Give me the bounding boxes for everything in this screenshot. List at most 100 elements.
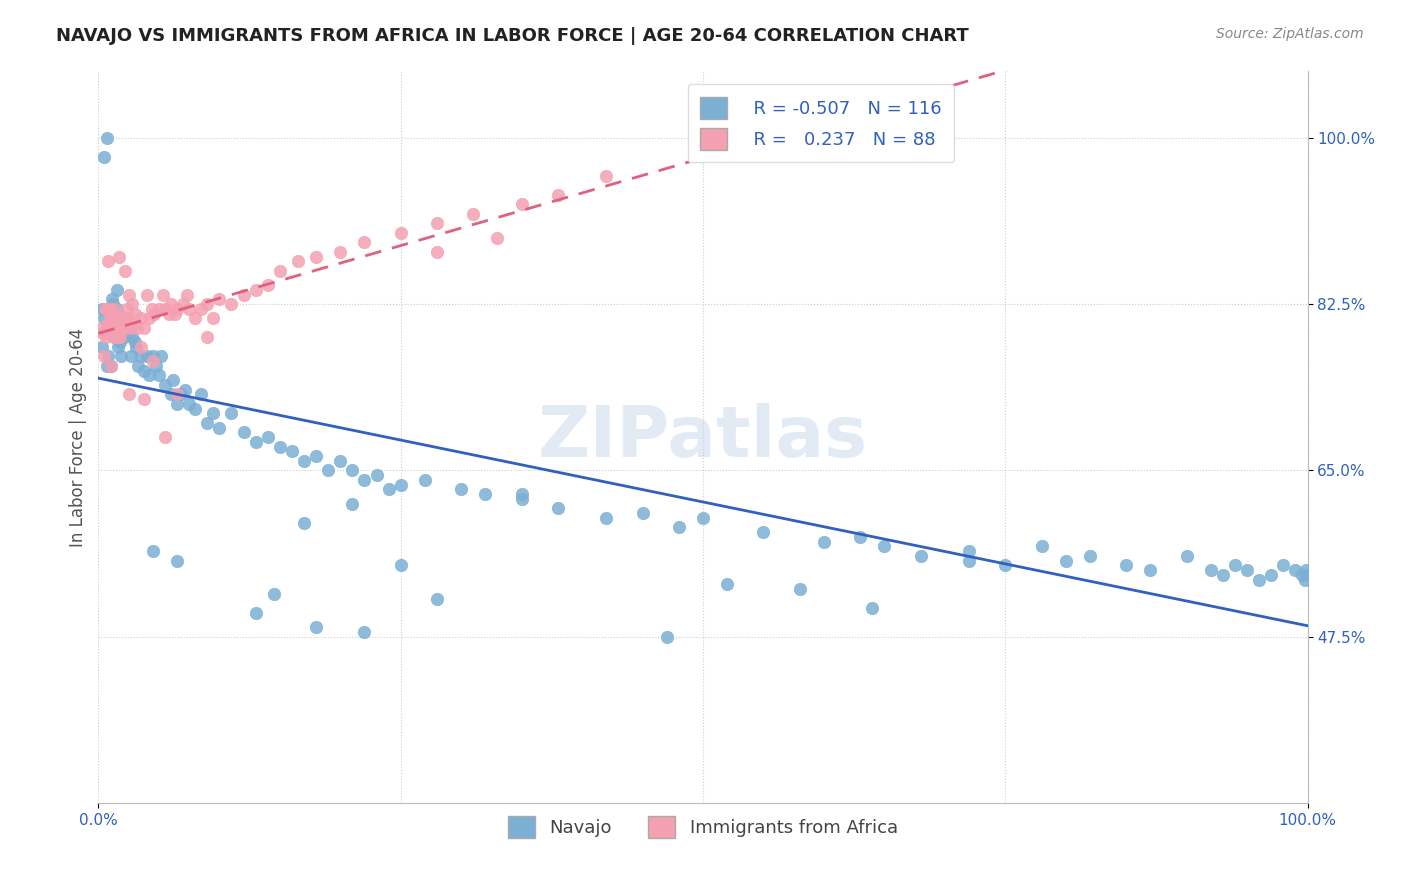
Point — [486, 230, 509, 244]
Point — [426, 591, 449, 606]
Point — [129, 340, 152, 354]
Point — [910, 549, 932, 563]
Point — [91, 321, 114, 335]
Point — [860, 601, 883, 615]
Point — [316, 463, 339, 477]
Point — [269, 264, 291, 278]
Point — [1078, 549, 1101, 563]
Point — [1031, 539, 1053, 553]
Point — [389, 226, 412, 240]
Point — [595, 169, 617, 183]
Point — [208, 293, 231, 307]
Point — [100, 311, 122, 326]
Point — [114, 321, 136, 335]
Point — [426, 244, 449, 259]
Point — [1236, 563, 1258, 577]
Point — [716, 577, 738, 591]
Point — [91, 326, 114, 340]
Point — [96, 301, 118, 316]
Y-axis label: In Labor Force | Age 20-64: In Labor Force | Age 20-64 — [69, 327, 87, 547]
Point — [117, 321, 139, 335]
Point — [329, 244, 352, 259]
Point — [547, 501, 569, 516]
Point — [221, 297, 243, 311]
Point — [413, 473, 436, 487]
Point — [107, 311, 129, 326]
Point — [813, 534, 835, 549]
Point — [789, 582, 811, 596]
Point — [221, 406, 243, 420]
Point — [134, 363, 156, 377]
Point — [125, 340, 148, 354]
Point — [135, 349, 157, 363]
Point — [305, 250, 328, 264]
Point — [195, 330, 218, 344]
Point — [107, 326, 129, 340]
Point — [101, 297, 124, 311]
Point — [135, 287, 157, 301]
Point — [232, 425, 254, 440]
Point — [1199, 563, 1222, 577]
Point — [111, 321, 134, 335]
Point — [957, 544, 980, 558]
Point — [127, 321, 149, 335]
Point — [108, 316, 131, 330]
Point — [108, 330, 131, 344]
Text: NAVAJO VS IMMIGRANTS FROM AFRICA IN LABOR FORCE | AGE 20-64 CORRELATION CHART: NAVAJO VS IMMIGRANTS FROM AFRICA IN LABO… — [56, 27, 969, 45]
Point — [202, 406, 225, 420]
Point — [108, 330, 131, 344]
Point — [105, 321, 128, 335]
Point — [353, 624, 375, 639]
Point — [1260, 567, 1282, 582]
Point — [100, 359, 122, 373]
Point — [169, 387, 191, 401]
Text: ZIPatlas: ZIPatlas — [538, 402, 868, 472]
Point — [148, 301, 170, 316]
Point — [98, 321, 121, 335]
Point — [474, 487, 496, 501]
Point — [245, 606, 267, 620]
Point — [269, 440, 291, 454]
Point — [103, 316, 125, 330]
Point — [245, 434, 267, 449]
Point — [342, 463, 364, 477]
Point — [127, 359, 149, 373]
Point — [692, 511, 714, 525]
Point — [631, 506, 654, 520]
Point — [463, 207, 485, 221]
Point — [190, 387, 212, 401]
Point — [1115, 558, 1137, 573]
Point — [93, 311, 115, 326]
Point — [110, 349, 132, 363]
Point — [184, 401, 207, 416]
Point — [100, 293, 122, 307]
Point — [97, 326, 120, 340]
Point — [121, 330, 143, 344]
Point — [510, 487, 533, 501]
Point — [108, 321, 131, 335]
Point — [256, 430, 278, 444]
Point — [281, 444, 304, 458]
Point — [166, 553, 188, 567]
Point — [342, 497, 364, 511]
Point — [118, 387, 141, 401]
Point — [1139, 563, 1161, 577]
Point — [208, 420, 231, 434]
Point — [96, 131, 118, 145]
Point — [97, 316, 120, 330]
Point — [256, 278, 278, 293]
Point — [117, 301, 139, 316]
Point — [103, 330, 125, 344]
Point — [112, 330, 135, 344]
Point — [118, 311, 141, 326]
Point — [153, 430, 176, 444]
Point — [96, 321, 118, 335]
Point — [595, 511, 617, 525]
Point — [100, 326, 122, 340]
Point — [111, 321, 134, 335]
Point — [1294, 573, 1316, 587]
Point — [145, 359, 167, 373]
Point — [305, 449, 328, 463]
Point — [1272, 558, 1295, 573]
Point — [1054, 553, 1077, 567]
